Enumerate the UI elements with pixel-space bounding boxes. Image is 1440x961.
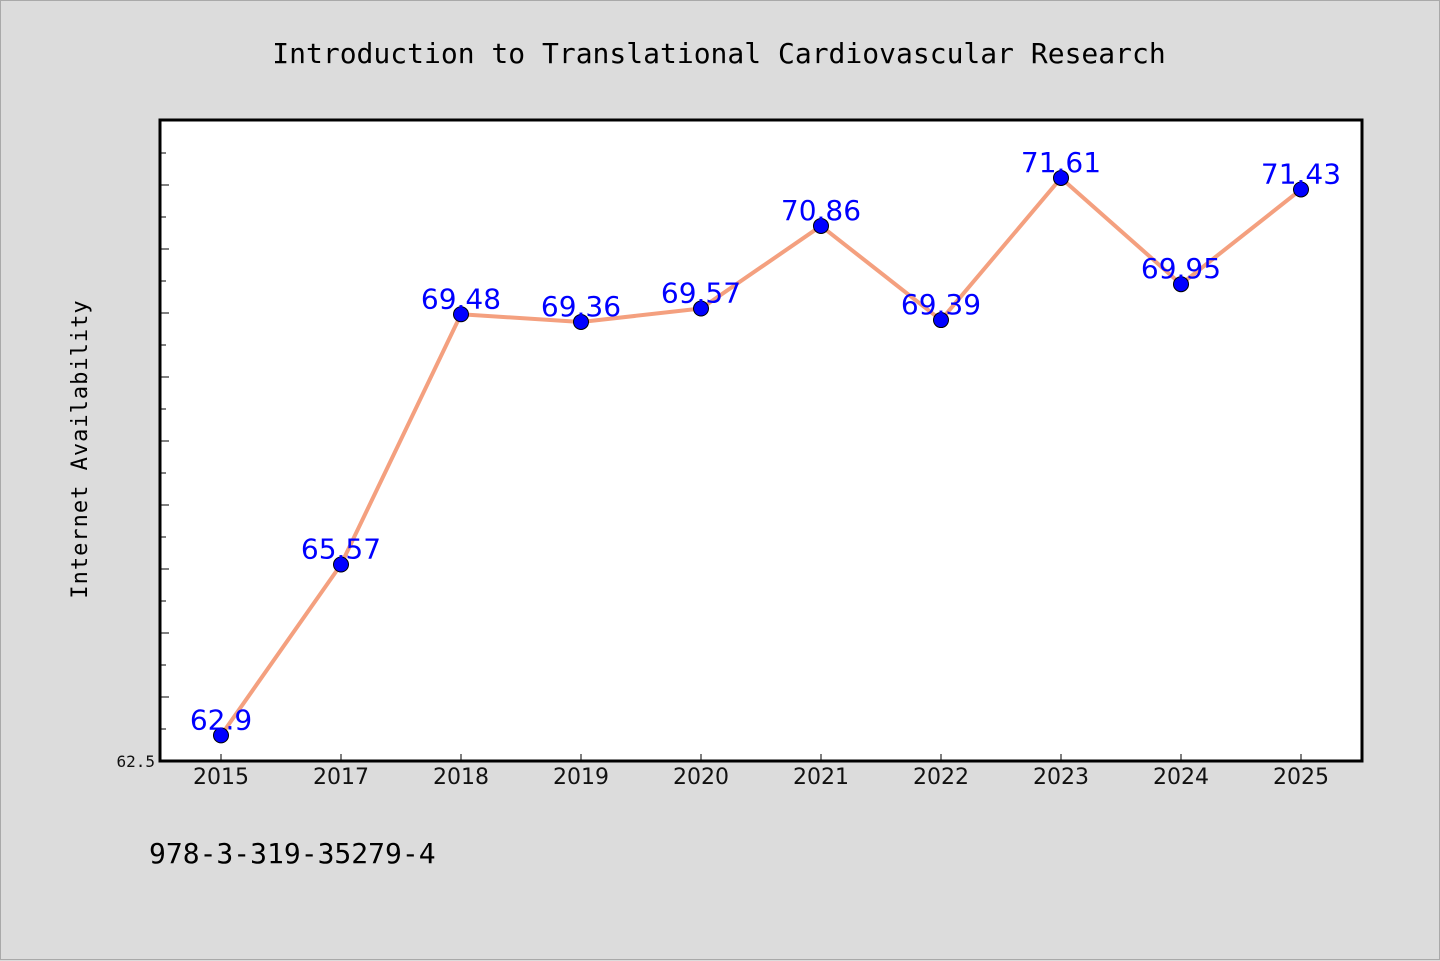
data-label: 69.39 <box>901 288 981 321</box>
x-tick-label: 2023 <box>1033 765 1089 790</box>
data-label: 69.95 <box>1141 252 1221 285</box>
axis-ticks: 2015 2017 2018 2019 2020 2021 2022 2023 2024 2025… <box>116 120 1329 790</box>
x-tick-label: 2022 <box>913 765 969 790</box>
data-point <box>1173 276 1189 293</box>
data-point <box>213 727 229 744</box>
data-point <box>813 217 829 234</box>
data-point <box>573 313 589 330</box>
y-tick-label: 62.5 <box>116 752 155 771</box>
data-label: 71.61 <box>1021 146 1101 179</box>
data-label: 62.9 <box>190 703 252 736</box>
data-label: 69.57 <box>661 277 741 310</box>
data-label: 71.43 <box>1261 157 1341 190</box>
data-label: 69.36 <box>541 290 621 323</box>
series-line <box>219 175 1303 738</box>
plot-area <box>158 118 1364 763</box>
data-point <box>933 312 949 329</box>
x-tick-label: 2024 <box>1153 765 1209 790</box>
x-tick-label: 2017 <box>313 765 369 790</box>
data-point <box>1293 181 1309 198</box>
data-label: 70.86 <box>781 194 861 227</box>
data-label: 69.48 <box>421 282 501 315</box>
isbn-footer: 978-3-319-35279-4 <box>149 837 436 870</box>
x-tick-label: 2021 <box>793 765 849 790</box>
y-axis-label: Internet Availability <box>68 299 93 598</box>
x-tick-label: 2015 <box>193 765 249 790</box>
chart-title: Introduction to Translational Cardiovasc… <box>272 37 1165 70</box>
series-line-group <box>213 169 1309 744</box>
data-labels: 62.9 65.57 69.48 69.36 69.57 70.86 69.39 71.61 6… <box>190 146 1341 736</box>
x-tick-label: 2018 <box>433 765 489 790</box>
data-label: 65.57 <box>301 533 381 566</box>
x-tick-label: 2020 <box>673 765 729 790</box>
data-point <box>693 300 709 317</box>
data-point <box>333 556 349 573</box>
data-point <box>1053 169 1069 186</box>
data-point <box>453 306 469 323</box>
x-tick-label: 2019 <box>553 765 609 790</box>
x-tick-label: 2025 <box>1273 765 1329 790</box>
